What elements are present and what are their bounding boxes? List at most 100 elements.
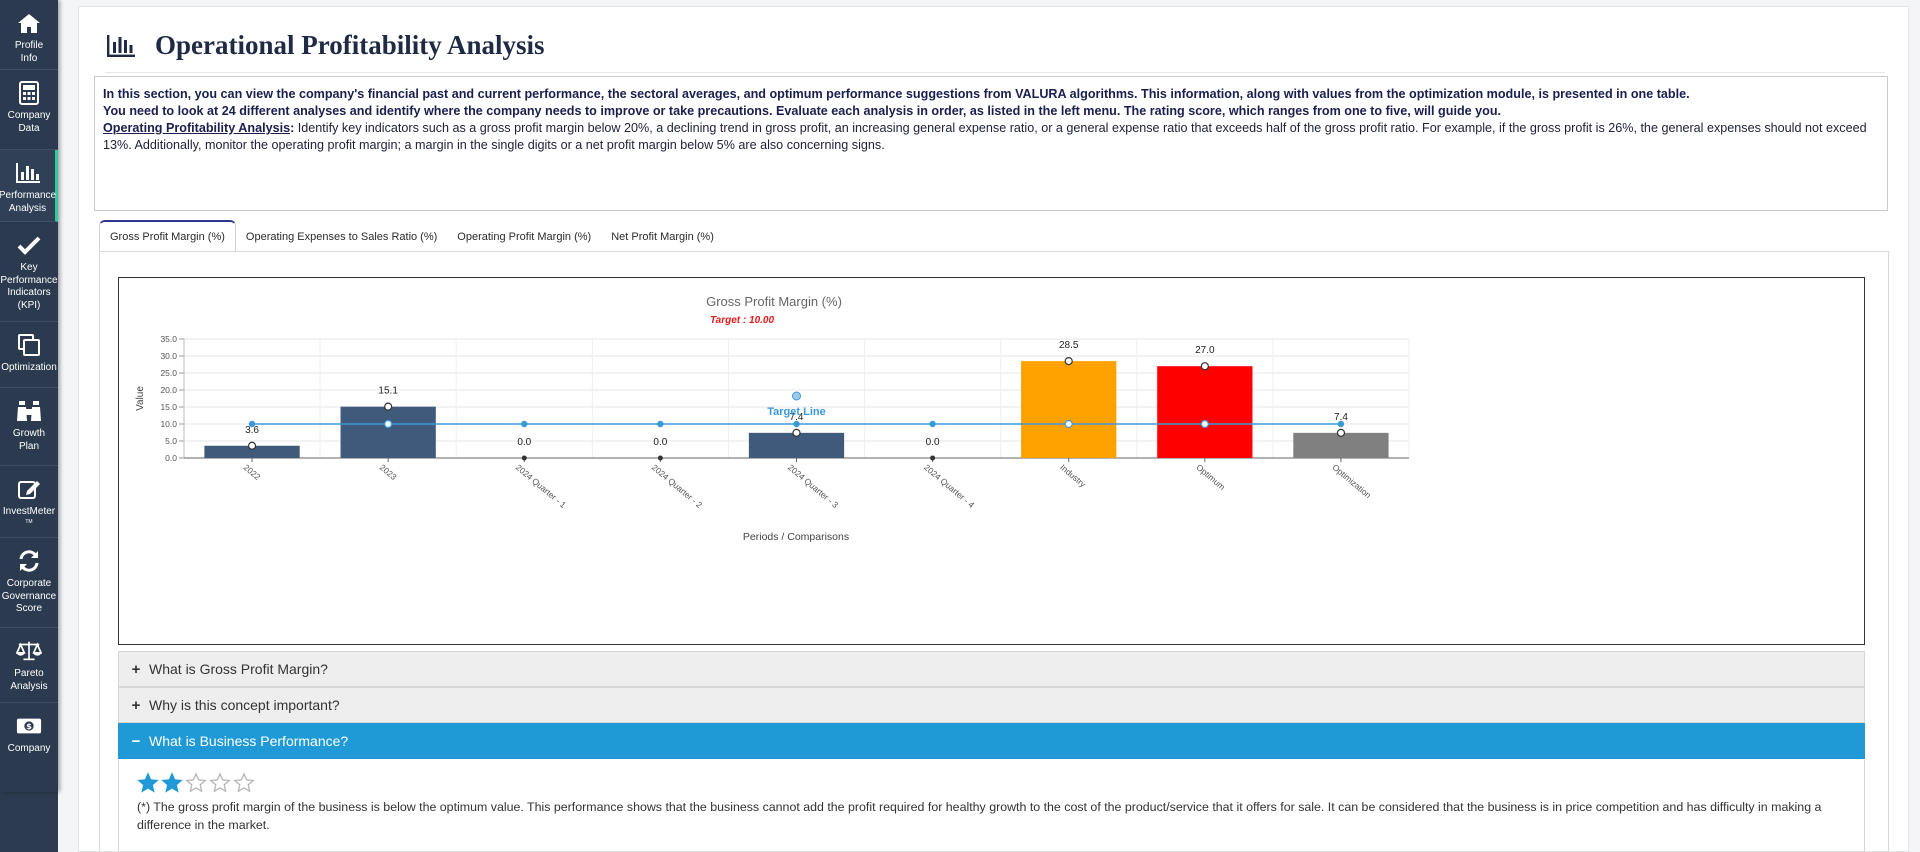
y-tick-label: 5.0 xyxy=(165,436,177,446)
target-point xyxy=(929,420,936,428)
tab-operating-profit-margin[interactable]: Operating Profit Margin (%) xyxy=(457,231,592,243)
sidebar-item-investmeter[interactable]: InvestMeter TM xyxy=(0,466,58,538)
sidebar-item-corporate-governance[interactable]: Corporate Governance Score xyxy=(0,538,58,628)
tab-gross-profit-margin[interactable]: Gross Profit Margin (%) xyxy=(99,220,236,252)
data-label: 27.0 xyxy=(1195,345,1215,356)
bar-2023 xyxy=(340,406,436,458)
target-point xyxy=(657,420,664,428)
chart-subtitle: Target : 10.00 xyxy=(710,315,775,326)
y-tick-label: 30.0 xyxy=(160,351,177,361)
data-point xyxy=(521,455,527,461)
sidebar-item-pareto-analysis[interactable]: Pareto Analysis xyxy=(0,628,58,703)
home-icon xyxy=(16,10,42,36)
y-tick-label: 25.0 xyxy=(160,368,177,378)
target-point xyxy=(793,420,800,428)
target-point xyxy=(248,420,256,428)
y-axis-label: Value xyxy=(135,386,146,411)
info-line-2: You need to look at 24 different analyse… xyxy=(103,104,1502,118)
data-point xyxy=(1064,356,1073,366)
data-label: 7.4 xyxy=(790,412,804,423)
star-filled-icon xyxy=(161,772,183,793)
rating-stars xyxy=(137,772,1846,794)
bar-optimum xyxy=(1157,366,1253,458)
sidebar-item-label: Profile Info xyxy=(14,40,44,64)
plus-icon: + xyxy=(131,660,141,678)
accordion-body-business-performance: (*) The gross profit margin of the busin… xyxy=(118,760,1865,852)
y-tick-label: 10.0 xyxy=(160,419,177,429)
sidebar-nav: Profile Info Company Data Performance An… xyxy=(0,0,58,792)
calculator-icon xyxy=(16,80,42,106)
page-header: Operational Profitability Analysis xyxy=(105,19,1885,73)
accordion-what-is-gross-profit-margin[interactable]: + What is Gross Profit Margin? xyxy=(118,651,1865,687)
x-tick-label: 2024 Quarter - 4 xyxy=(922,462,976,510)
x-tick-label: 2022 xyxy=(242,462,263,482)
sidebar-item-performance-analysis[interactable]: Performance Analysis xyxy=(0,150,58,222)
performance-text: (*) The gross profit margin of the busin… xyxy=(137,800,1822,832)
target-line-label: Target Line xyxy=(767,406,825,418)
data-label: 15.1 xyxy=(378,386,398,397)
data-label: 0.0 xyxy=(517,437,531,448)
sidebar-item-label: Performance Analysis xyxy=(0,190,57,214)
tab-operating-expenses-to-sales-ratio[interactable]: Operating Expenses to Sales Ratio (%) xyxy=(245,231,438,243)
main-content: Operational Profitability Analysis In th… xyxy=(78,6,1909,852)
data-point xyxy=(384,402,393,411)
data-point xyxy=(247,441,257,450)
star-empty-icon xyxy=(185,772,207,793)
target-point xyxy=(1337,420,1345,428)
sidebar-item-optimization[interactable]: Optimization xyxy=(0,322,58,388)
edit-icon xyxy=(16,476,42,502)
data-label: 3.6 xyxy=(245,425,259,436)
balance-scale-icon xyxy=(16,638,42,664)
data-label: 7.4 xyxy=(1334,412,1348,423)
accordion-what-is-business-performance[interactable]: − What is Business Performance? xyxy=(118,723,1865,759)
sidebar-item-label: Growth Plan xyxy=(12,428,46,452)
data-point xyxy=(1200,362,1209,371)
sidebar-item-label: InvestMeter xyxy=(2,506,56,517)
info-body: Operating Profitability Analysis: Identi… xyxy=(103,120,1879,154)
check-icon xyxy=(16,232,42,258)
trademark-label: TM xyxy=(25,518,33,525)
accordion-label: What is Business Performance? xyxy=(149,733,349,749)
data-label: 0.0 xyxy=(653,437,667,448)
data-label: 0.0 xyxy=(926,437,940,448)
money-icon: $ xyxy=(16,713,42,739)
bar-chart-icon xyxy=(15,160,41,186)
target-point xyxy=(1064,419,1073,429)
sidebar-item-kpi[interactable]: Key Performance Indicators (KPI) xyxy=(0,222,58,322)
x-tick-label: 2023 xyxy=(378,462,399,482)
sidebar-item-company-data[interactable]: Company Data xyxy=(0,70,58,150)
x-tick-label: 2024 Quarter - 2 xyxy=(650,462,704,510)
sidebar-item-label: Company Data xyxy=(7,110,51,134)
sidebar-item-profile-info[interactable]: Profile Info xyxy=(0,0,58,70)
x-tick-label: Optimum xyxy=(1194,462,1227,492)
accordion-label: Why is this concept important? xyxy=(149,697,340,713)
sidebar-item-label: Optimization xyxy=(1,362,57,373)
accordion-label: What is Gross Profit Margin? xyxy=(149,661,328,677)
info-panel: In this section, you can view the compan… xyxy=(94,76,1888,211)
binoculars-icon xyxy=(16,398,42,424)
star-empty-icon xyxy=(209,772,231,793)
tab-net-profit-margin[interactable]: Net Profit Margin (%) xyxy=(611,231,714,243)
target-point xyxy=(384,419,393,429)
sidebar-item-company[interactable]: $ Company xyxy=(0,703,58,772)
x-tick-label: 2024 Quarter - 3 xyxy=(786,462,840,510)
bar-optimization xyxy=(1293,432,1389,458)
star-empty-icon xyxy=(233,772,255,793)
tab-panel xyxy=(99,251,1889,852)
chart-container: Gross Profit Margin (%) Target : 10.00 0.0… xyxy=(118,277,1865,645)
accordion-why-is-this-concept-important[interactable]: + Why is this concept important? xyxy=(118,687,1865,723)
page-title: Operational Profitability Analysis xyxy=(155,30,545,60)
data-point xyxy=(930,455,936,461)
sidebar-item-growth-plan[interactable]: Growth Plan xyxy=(0,388,58,466)
sidebar-item-label: Key Performance Indicators (KPI) xyxy=(0,262,58,311)
data-point xyxy=(1336,428,1346,437)
info-body-text: Identify key indicators such as a gross … xyxy=(103,121,1867,152)
info-line-1: In this section, you can view the compan… xyxy=(103,87,1690,101)
chart-title: Gross Profit Margin (%) xyxy=(706,294,842,309)
y-tick-label: 15.0 xyxy=(160,402,177,412)
tab-bar: Gross Profit Margin (%) Operating Expens… xyxy=(99,218,724,252)
info-heading-colon: : xyxy=(290,121,295,135)
minus-icon: − xyxy=(131,732,141,750)
sidebar-item-label: Company xyxy=(7,743,51,754)
